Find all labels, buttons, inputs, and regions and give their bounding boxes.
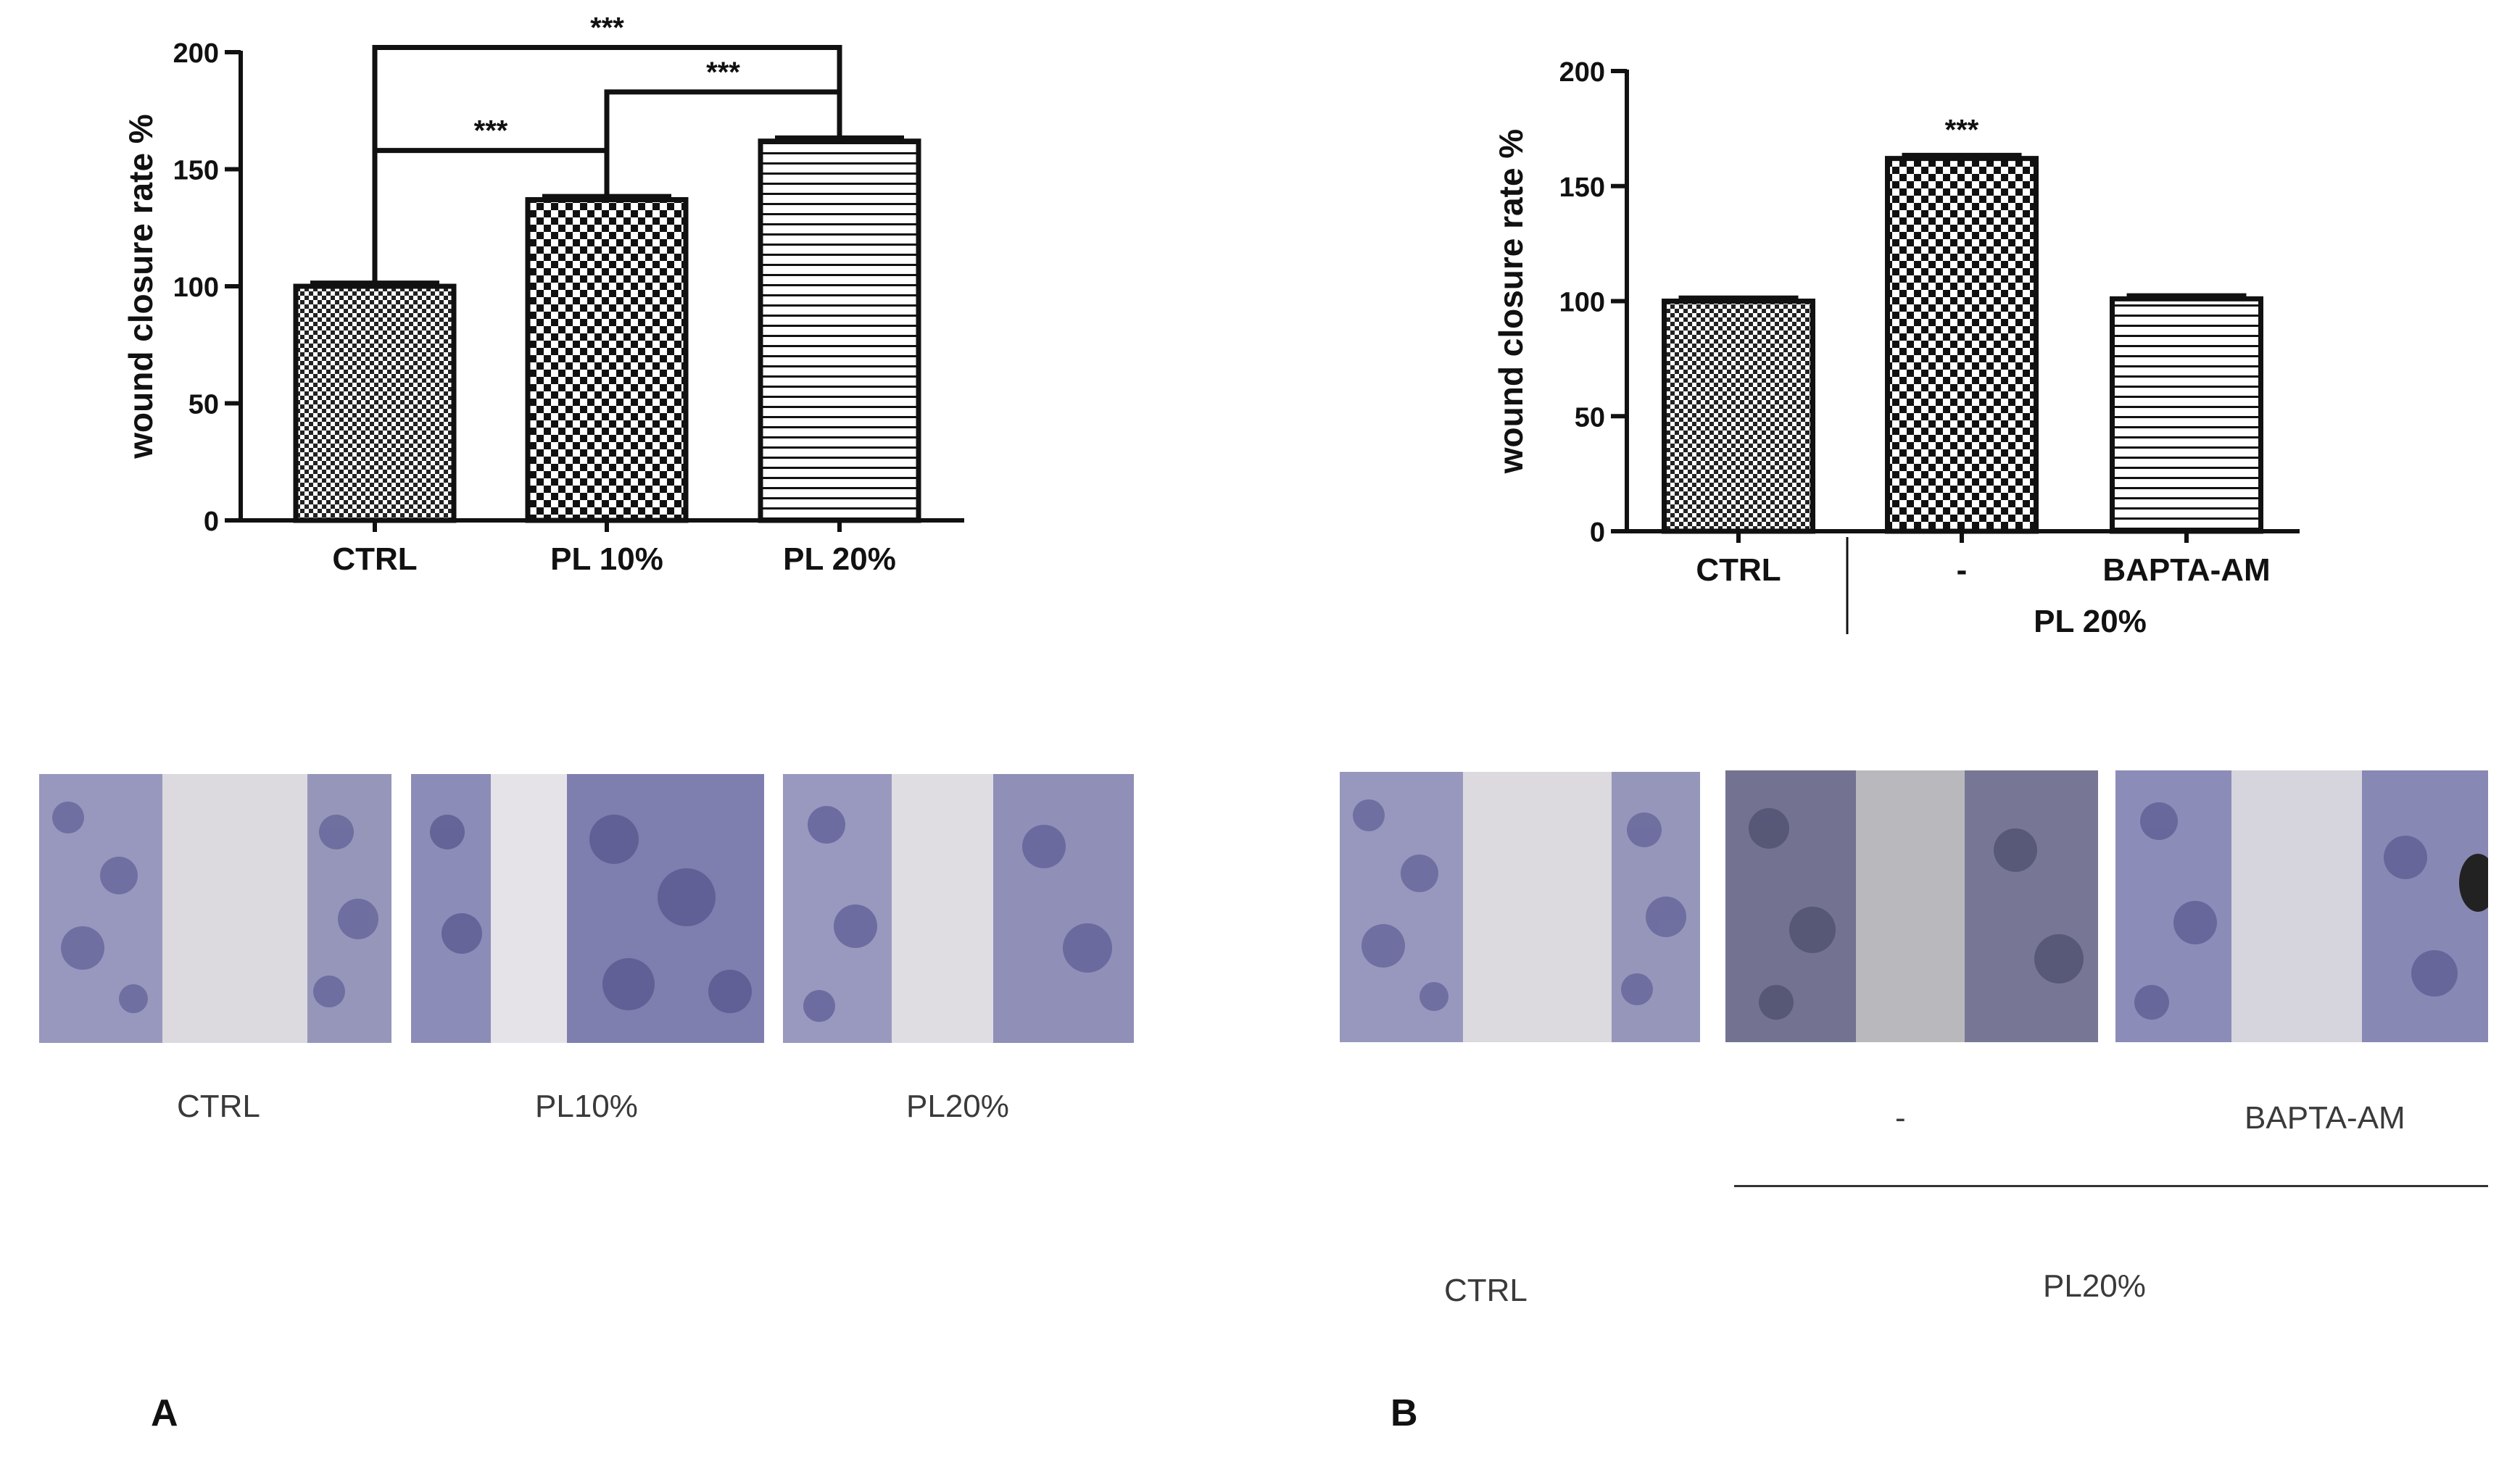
x-tick-label: CTRL: [332, 541, 417, 577]
bar: [2110, 296, 2263, 534]
micrograph-b-ctrl: [1340, 772, 1700, 1042]
micrograph-b-pl20: [1725, 770, 2098, 1042]
x-tick-label: PL 10%: [550, 541, 663, 577]
caption-b-minus: -: [1895, 1100, 1906, 1136]
caption-a-pl20: PL20%: [906, 1089, 1009, 1124]
bar: [758, 138, 921, 523]
y-tick-label: 150: [1559, 172, 1605, 203]
y-tick-label: 0: [204, 507, 219, 537]
caption-a-pl10: PL10%: [535, 1089, 638, 1124]
x-tick-label: CTRL: [1696, 552, 1781, 588]
micrograph-a-ctrl-image: [39, 774, 391, 1043]
bar: [525, 196, 689, 523]
bar: [1885, 156, 2039, 534]
y-tick-label: 50: [188, 390, 219, 420]
y-axis-label: wound closure rate %: [1492, 129, 1530, 474]
micrograph-a-pl10: [411, 774, 764, 1043]
significance-label: ***: [474, 115, 508, 147]
y-axis-label: wound closure rate %: [122, 114, 159, 459]
micrograph-b-ctrl-image: [1340, 772, 1700, 1042]
panel-label-b: B: [1390, 1392, 1418, 1434]
panel-label-a: A: [151, 1392, 178, 1434]
caption-a-ctrl: CTRL: [177, 1089, 260, 1124]
micrograph-a-pl20-image: [783, 774, 1134, 1043]
caption-group-line: [1734, 1185, 2488, 1187]
micrograph-b-bapta-image: [2115, 770, 2488, 1042]
y-tick-label: 50: [1575, 402, 1605, 433]
x-tick-label: BAPTA-AM: [2102, 552, 2270, 588]
x-tick-label: PL 20%: [783, 541, 896, 577]
significance-bracket: [372, 45, 842, 151]
significance-label: ***: [1945, 115, 1979, 146]
significance-bracket: [604, 89, 842, 151]
micrograph-b-bapta: [2115, 770, 2488, 1042]
micrograph-b-pl20-image: [1725, 770, 2098, 1042]
micrograph-a-pl10-image: [411, 774, 764, 1043]
bar: [1662, 299, 1815, 534]
significance-label: ***: [590, 12, 624, 44]
x-tick-label: -: [1957, 552, 1968, 588]
y-tick-label: 100: [173, 273, 219, 303]
caption-b-pl20: PL20%: [2043, 1268, 2146, 1304]
y-tick-label: 0: [1590, 517, 1605, 548]
y-tick-label: 150: [173, 156, 219, 186]
bar: [293, 283, 457, 523]
group-label: PL 20%: [2034, 604, 2147, 639]
y-tick-label: 200: [1559, 57, 1605, 88]
caption-b-ctrl: CTRL: [1444, 1273, 1528, 1308]
significance-label: ***: [706, 57, 740, 88]
y-tick-label: 100: [1559, 288, 1605, 318]
micrograph-a-pl20: [783, 774, 1134, 1043]
significance-bracket: [372, 148, 610, 282]
y-tick-label: 200: [173, 38, 219, 69]
micrograph-a-ctrl: [39, 774, 391, 1043]
chart-panel-b: 0 50 100 150 200 wound closure rate % CTRL - BAP…: [1492, 57, 2300, 639]
chart-panel-a: 0 50 100 150 200 wound closure rate % CTRL PL 1…: [122, 12, 964, 577]
caption-b-bapta: BAPTA-AM: [2245, 1100, 2405, 1136]
